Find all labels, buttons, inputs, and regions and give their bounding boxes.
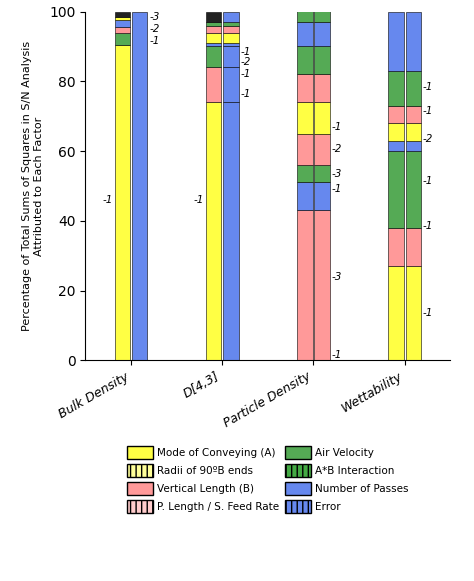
Bar (314, 134, 330, 165)
Bar (297, 8, 312, 22)
Bar (406, 141, 421, 151)
Bar (297, 102, 312, 134)
Bar (297, 182, 312, 210)
Bar (115, 27, 130, 33)
Bar (314, 102, 330, 134)
Bar (223, 12, 238, 22)
Text: -1: -1 (423, 81, 433, 92)
Bar (297, 134, 312, 165)
Text: -1: -1 (332, 350, 342, 360)
Bar (388, 228, 404, 266)
Bar (314, 1, 330, 8)
Text: -1: -1 (240, 46, 251, 57)
Bar (388, 123, 404, 141)
Text: -1: -1 (102, 195, 113, 205)
Bar (314, 8, 330, 22)
Bar (206, 12, 221, 22)
Bar (297, 1, 312, 8)
Bar (406, 151, 421, 228)
Bar (132, 12, 147, 360)
Bar (223, 33, 238, 43)
Bar (406, 266, 421, 360)
Bar (388, 266, 404, 360)
Text: -2: -2 (332, 144, 342, 155)
Bar (223, 43, 238, 46)
Bar (115, 33, 130, 45)
Text: -2: -2 (149, 24, 160, 34)
Bar (115, 20, 130, 27)
Bar (297, 210, 312, 360)
Text: -1: -1 (423, 106, 433, 116)
Bar (206, 22, 221, 26)
Bar (314, 210, 330, 360)
Bar (314, 74, 330, 102)
Bar (314, 165, 330, 182)
Bar (115, 45, 130, 360)
Bar (406, 12, 421, 71)
Bar (115, 12, 130, 17)
Bar (223, 102, 238, 360)
Bar (388, 106, 404, 123)
Bar (206, 26, 221, 33)
Y-axis label: Percentage of Total Sums of Squares in S/N Analysis
Attributed to Each Factor: Percentage of Total Sums of Squares in S… (22, 41, 44, 331)
Bar (297, 46, 312, 74)
Text: -1: -1 (193, 195, 204, 205)
Text: -3: -3 (149, 12, 160, 22)
Text: -3: -3 (332, 168, 342, 179)
Bar (406, 123, 421, 141)
Bar (406, 228, 421, 266)
Legend: Mode of Conveying (A), Radii of 90ºB ends, Vertical Length (B), P. Length / S. F: Mode of Conveying (A), Radii of 90ºB end… (123, 442, 412, 517)
Text: -1: -1 (332, 121, 342, 132)
Bar (406, 106, 421, 123)
Bar (206, 67, 221, 102)
Text: -2: -2 (423, 134, 433, 144)
Bar (297, 74, 312, 102)
Bar (314, 0, 330, 1)
Bar (206, 46, 221, 67)
Bar (406, 71, 421, 106)
Bar (314, 46, 330, 74)
Text: -1: -1 (240, 88, 251, 99)
Bar (223, 22, 238, 26)
Bar (388, 71, 404, 106)
Text: -1: -1 (423, 221, 433, 231)
Bar (206, 102, 221, 360)
Bar (297, 0, 312, 1)
Bar (206, 43, 221, 46)
Bar (314, 22, 330, 46)
Bar (115, 17, 130, 20)
Bar (297, 165, 312, 182)
Bar (388, 151, 404, 228)
Bar (388, 12, 404, 71)
Text: -1: -1 (423, 175, 433, 186)
Text: -1: -1 (423, 308, 433, 318)
Bar (206, 33, 221, 43)
Bar (314, 182, 330, 210)
Bar (388, 141, 404, 151)
Text: -1: -1 (149, 36, 160, 46)
Text: -2: -2 (240, 57, 251, 67)
Bar (223, 26, 238, 33)
Text: -3: -3 (332, 271, 342, 282)
Text: -1: -1 (240, 69, 251, 80)
Text: -1: -1 (332, 184, 342, 195)
Bar (223, 46, 238, 67)
Bar (223, 67, 238, 102)
Bar (297, 22, 312, 46)
